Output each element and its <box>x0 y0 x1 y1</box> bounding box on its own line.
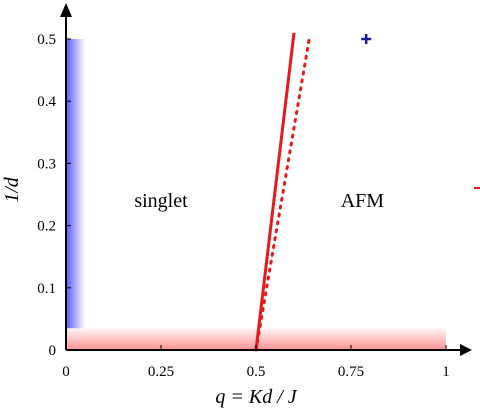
y-tick-label: 0 <box>49 343 57 359</box>
x-axis-title: q = Kd / J <box>215 386 297 408</box>
solid-boundary-line <box>254 32 296 351</box>
x-axis-arrow-icon <box>460 344 472 356</box>
y-tick-label: 0.4 <box>37 94 56 110</box>
dotted-boundary-line <box>254 37 311 352</box>
y-tick-label: 0.3 <box>37 156 56 172</box>
x-tick-label: 0.5 <box>247 364 266 380</box>
tick-marks <box>65 38 447 351</box>
region-label-afm: AFM <box>341 190 385 212</box>
x-tick-label: 0.25 <box>148 364 174 380</box>
shaded-bands <box>66 39 446 350</box>
y-tick-label: 0.1 <box>37 281 56 297</box>
data-series <box>254 32 372 352</box>
y-tick-label: 0.5 <box>37 32 56 48</box>
blue-band <box>66 39 85 329</box>
axes <box>60 3 472 356</box>
x-tick-label: 1 <box>442 364 450 380</box>
plus-marker <box>361 34 372 44</box>
x-tick-label: 0.75 <box>338 364 364 380</box>
region-label-singlet: singlet <box>134 190 188 212</box>
x-tick-label: 0 <box>62 364 70 380</box>
tick-labels: 0 0.25 0.5 0.75 1 0 0.1 0.2 0.3 0.4 0.5 <box>37 32 450 380</box>
y-tick-label: 0.2 <box>37 219 56 235</box>
region-labels: singlet AFM <box>134 190 384 212</box>
y-axis-title: 1/d <box>1 176 23 203</box>
y-axis-arrow-icon <box>60 3 72 17</box>
